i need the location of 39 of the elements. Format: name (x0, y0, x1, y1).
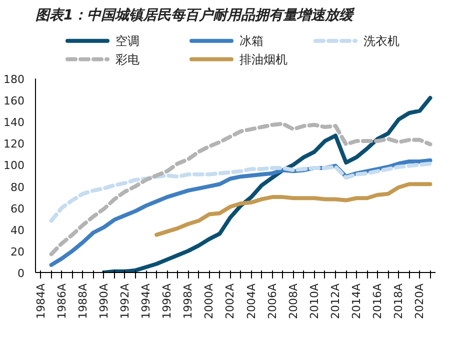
x-tick-label: 2010A (308, 283, 321, 320)
x-tick-label: 1994A (140, 283, 153, 320)
x-tick-label: 2020A (413, 283, 426, 320)
x-tick-label: 2006A (266, 283, 279, 320)
x-tick-label: 1984A (34, 283, 48, 320)
x-tick-label: 1988A (76, 283, 90, 320)
x-tick-label: 2014A (350, 283, 364, 320)
x-tick-label: 2002A (224, 283, 237, 320)
x-tick-label: 2018A (392, 283, 406, 320)
x-tick-label: 1996A (160, 283, 174, 320)
y-tick-label: 120 (4, 138, 25, 151)
x-tick-label: 2008A (286, 283, 300, 320)
legend-label: 彩电 (116, 52, 140, 66)
line-series (102, 96, 432, 272)
y-tick-label: 100 (4, 159, 25, 172)
y-tick-label: 160 (4, 94, 25, 108)
x-tick-label: 2012A (329, 283, 342, 320)
y-tick-label: 180 (4, 73, 25, 86)
y-tick-label: 80 (10, 180, 25, 194)
line-series (49, 122, 432, 256)
x-tick-label: 1998A (182, 283, 195, 320)
chart-title: 图表1：中国城镇居民每百户耐用品拥有量增速放缓 (36, 6, 356, 24)
line-series (154, 182, 432, 237)
y-tick-label: 0 (18, 267, 24, 280)
legend-label: 冰箱 (240, 34, 264, 48)
y-tick-label: 60 (10, 202, 25, 216)
line-series (49, 162, 432, 223)
x-tick-label: 2016A (371, 283, 384, 320)
legend-label: 洗衣机 (364, 34, 400, 48)
y-tick-label: 20 (10, 245, 25, 258)
x-tick-label: 2000A (202, 283, 216, 320)
x-tick-label: 1992A (118, 283, 132, 320)
x-tick-label: 1990A (97, 283, 110, 320)
x-tick-label: 2004A (244, 283, 258, 320)
legend-label: 空调 (116, 34, 140, 48)
y-tick-label: 40 (10, 224, 25, 237)
y-tick-label: 140 (4, 116, 25, 130)
x-tick-label: 1986A (55, 283, 68, 320)
legend-label: 排油烟机 (240, 52, 288, 66)
